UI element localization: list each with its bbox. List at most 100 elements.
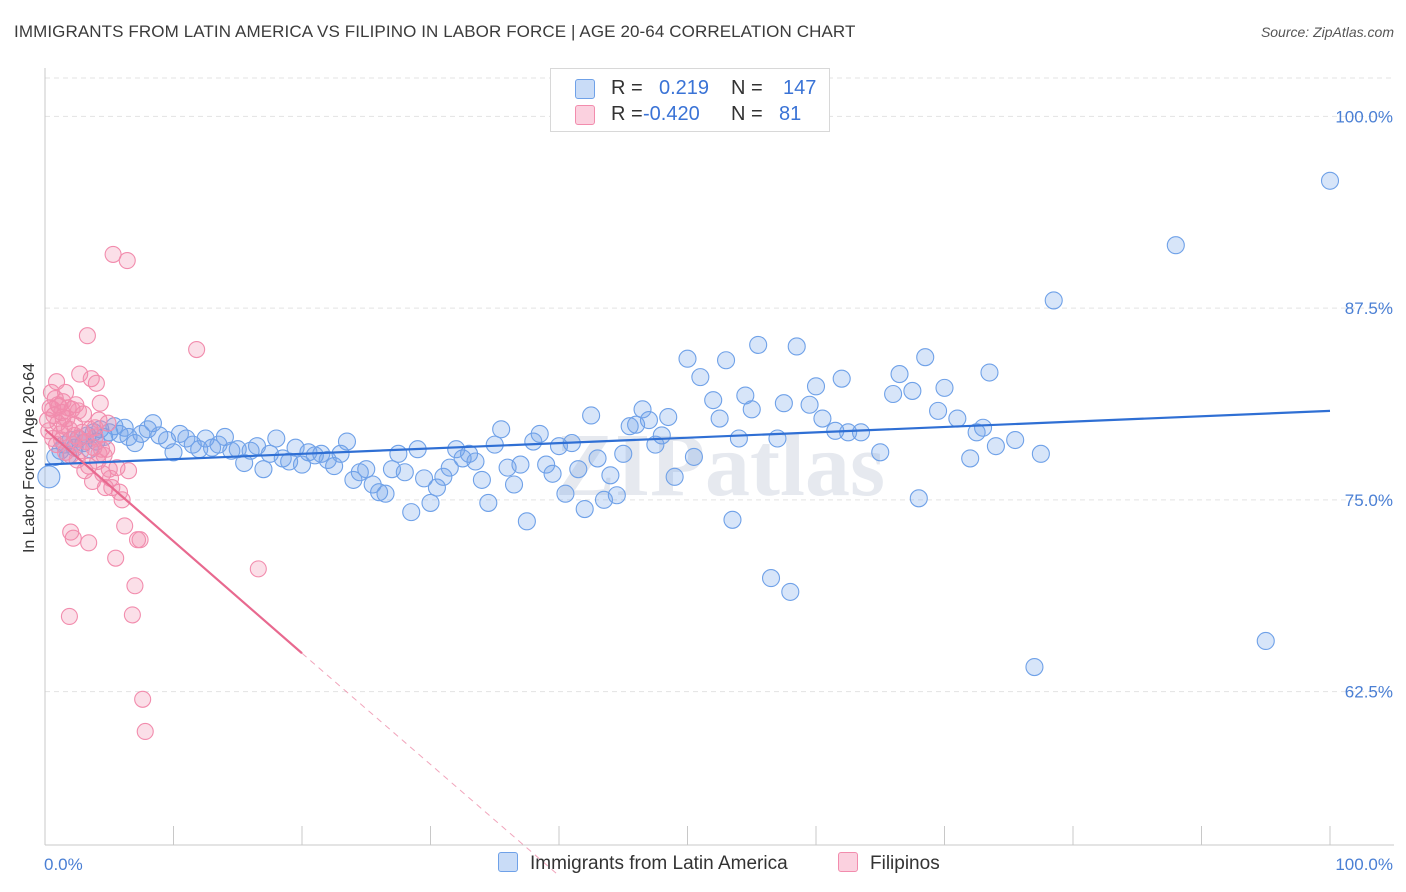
- point-filipinos: [87, 374, 105, 392]
- point-filipinos: [136, 722, 154, 741]
- point-latin-america: [678, 349, 697, 368]
- legend-n-value: 81: [779, 103, 802, 125]
- point-filipinos: [126, 577, 144, 595]
- point-latin-america: [980, 363, 999, 382]
- point-latin-america: [633, 400, 652, 419]
- series-filipinos-points: [39, 245, 267, 741]
- point-latin-america: [170, 424, 189, 443]
- point-latin-america: [363, 475, 382, 494]
- point-latin-america: [781, 582, 800, 601]
- bottom-legend-filipinos: Filipinos: [838, 852, 940, 875]
- legend-r-value: -0.420: [643, 103, 700, 125]
- point-latin-america: [729, 429, 748, 448]
- point-latin-america: [639, 411, 659, 430]
- point-latin-america: [929, 401, 948, 420]
- point-filipinos: [60, 607, 78, 625]
- axes: [44, 68, 1394, 846]
- point-latin-america: [704, 391, 723, 410]
- point-latin-america: [37, 465, 61, 489]
- legend-swatch-pink: [575, 105, 595, 125]
- point-latin-america: [787, 337, 806, 356]
- point-latin-america: [716, 351, 736, 370]
- point-latin-america: [614, 444, 633, 463]
- point-latin-america: [903, 381, 922, 400]
- point-latin-america: [607, 486, 626, 505]
- point-filipinos: [86, 419, 104, 437]
- point-latin-america: [684, 447, 703, 466]
- point-latin-america: [890, 365, 909, 384]
- point-filipinos: [98, 440, 116, 458]
- point-filipinos: [107, 549, 125, 567]
- point-latin-america: [948, 409, 967, 428]
- point-latin-america: [492, 420, 511, 439]
- point-latin-america: [800, 395, 819, 414]
- point-latin-america: [851, 423, 871, 442]
- gridlines: [45, 77, 1394, 693]
- point-filipinos: [82, 370, 100, 388]
- point-latin-america: [749, 335, 768, 354]
- point-filipinos: [75, 405, 93, 423]
- point-latin-america: [813, 409, 832, 428]
- point-filipinos: [134, 690, 152, 708]
- point-latin-america: [402, 503, 421, 522]
- point-latin-america: [973, 418, 993, 437]
- point-latin-america: [935, 378, 954, 397]
- point-latin-america: [415, 469, 434, 488]
- point-latin-america: [761, 569, 781, 588]
- series-latin-america-points: [37, 171, 1340, 677]
- point-latin-america: [1320, 171, 1340, 190]
- point-latin-america: [459, 444, 479, 463]
- point-latin-america: [659, 407, 678, 427]
- point-latin-america: [575, 500, 594, 519]
- point-latin-america: [652, 426, 671, 445]
- point-latin-america: [1044, 291, 1063, 310]
- point-filipinos: [104, 245, 122, 263]
- legend-box: R = 0.219 N = 147 R = -0.420 N = 81: [550, 68, 830, 132]
- point-latin-america: [125, 434, 144, 453]
- point-latin-america: [254, 460, 273, 479]
- point-latin-america: [115, 418, 134, 437]
- point-latin-america: [472, 470, 491, 489]
- trend-lines: [44, 409, 1331, 877]
- point-latin-america: [774, 394, 793, 413]
- point-filipinos: [44, 400, 62, 418]
- point-latin-america: [344, 470, 363, 489]
- point-latin-america: [961, 449, 980, 468]
- point-filipinos: [64, 529, 82, 547]
- point-latin-america: [504, 475, 524, 494]
- point-filipinos: [131, 531, 149, 549]
- y-tick-label: 87.5%: [1345, 299, 1393, 318]
- point-latin-america: [517, 512, 536, 531]
- point-latin-america: [806, 377, 826, 396]
- point-latin-america: [620, 417, 639, 436]
- point-latin-america: [665, 467, 684, 486]
- x-tick-labels: 0.0% 100.0%: [44, 855, 1393, 874]
- point-latin-america: [530, 424, 549, 443]
- point-filipinos: [80, 534, 98, 552]
- y-tick-label: 100.0%: [1335, 107, 1393, 126]
- point-latin-america: [337, 432, 357, 451]
- point-latin-america: [511, 455, 530, 474]
- point-filipinos: [66, 426, 84, 444]
- point-filipinos: [118, 251, 136, 270]
- point-filipinos: [249, 560, 267, 578]
- point-filipinos: [90, 411, 108, 429]
- point-latin-america: [1166, 236, 1185, 255]
- point-latin-america: [967, 423, 986, 442]
- point-filipinos: [116, 517, 134, 535]
- point-latin-america: [1031, 444, 1050, 463]
- point-latin-america: [909, 489, 928, 508]
- point-latin-america: [832, 369, 851, 388]
- bottom-legend-swatch-blue: [498, 852, 518, 872]
- point-latin-america: [164, 443, 183, 462]
- point-latin-america: [742, 400, 761, 419]
- point-filipinos: [72, 442, 90, 460]
- x-tick-label-max: 100.0%: [1335, 855, 1393, 874]
- point-latin-america: [1025, 658, 1044, 677]
- point-filipinos: [91, 394, 109, 412]
- point-filipinos: [123, 606, 141, 624]
- point-latin-america: [395, 463, 414, 482]
- point-latin-america: [710, 409, 729, 428]
- legend-n-label: N =: [731, 103, 763, 125]
